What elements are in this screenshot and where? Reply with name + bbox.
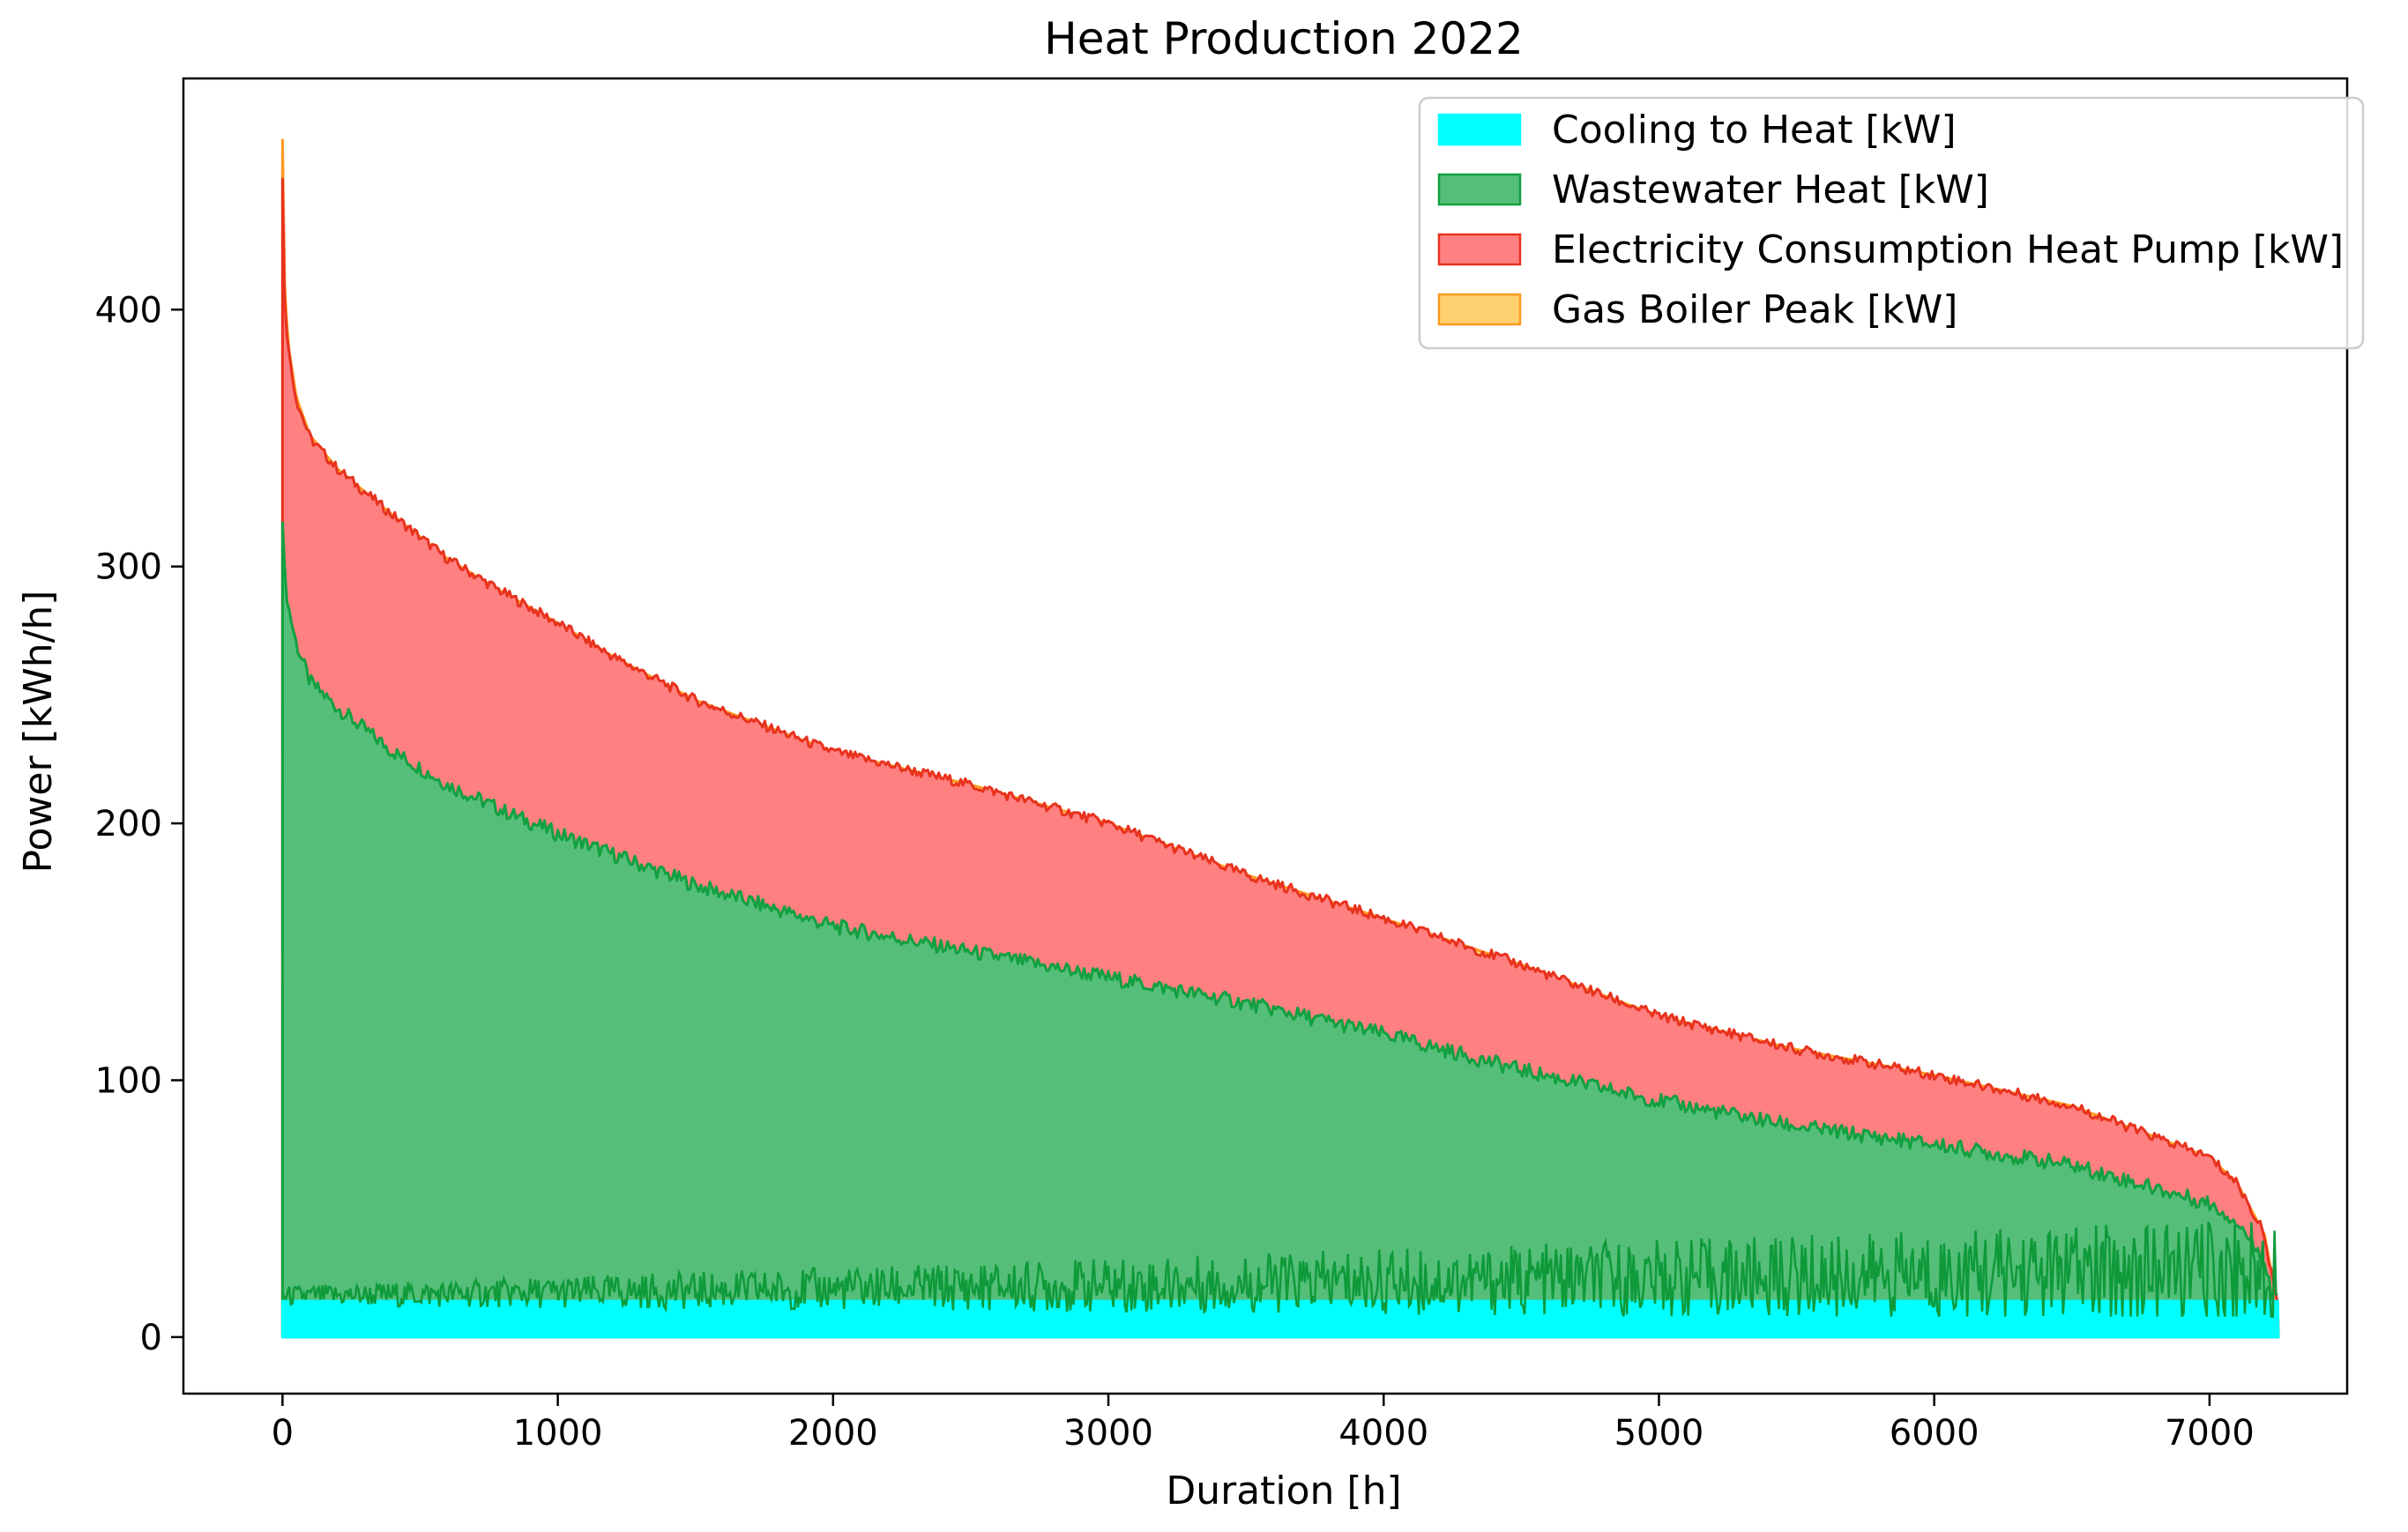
x-tick-label: 2000 (788, 1413, 878, 1454)
legend-swatch (1437, 113, 1522, 146)
chart-title: Heat Production 2022 (1044, 13, 1524, 64)
x-tick-label: 1000 (513, 1413, 603, 1454)
legend-swatch (1437, 233, 1522, 266)
area-wastewater-heat (280, 521, 2280, 1339)
legend-box (1418, 96, 2365, 350)
legend-label: Wastewater Heat [kW] (1552, 167, 1989, 212)
legend-label: Gas Boiler Peak [kW] (1552, 287, 1957, 332)
wastewater-heat-line (281, 1221, 2278, 1318)
legend-label: Electricity Consumption Heat Pump [kW] (1552, 227, 2344, 272)
y-tick-label: 400 (95, 290, 162, 331)
axes-frame (182, 77, 2349, 1395)
x-axis-label: Duration [h] (1166, 1469, 1401, 1513)
y-axis-label: Power [kWh/h] (16, 591, 61, 874)
x-tick-label: 0 (272, 1413, 294, 1454)
y-tick-label: 200 (95, 804, 162, 844)
x-axis-ticks: 0 1000 2000 3000 4000 5000 6000 7000 (272, 1394, 2255, 1454)
legend-swatch (1437, 173, 1522, 206)
y-tick-label: 0 (140, 1318, 162, 1358)
plot-area (280, 138, 2280, 1339)
y-tick-label: 100 (95, 1060, 162, 1101)
x-tick-label: 5000 (1614, 1413, 1704, 1454)
x-tick-label: 6000 (1890, 1413, 1979, 1454)
y-axis-ticks: 0 100 200 300 400 (95, 290, 183, 1358)
legend-label: Cooling to Heat [kW] (1552, 108, 1957, 152)
x-tick-label: 7000 (2165, 1413, 2255, 1454)
area-cooling-to-heat (280, 1299, 2280, 1339)
legend: Cooling to Heat [kW] Wastewater Heat [kW]… (1418, 96, 2365, 350)
x-tick-label: 3000 (1063, 1413, 1153, 1454)
legend-swatch (1437, 293, 1522, 326)
x-tick-label: 4000 (1338, 1413, 1428, 1454)
y-tick-label: 300 (95, 547, 162, 588)
